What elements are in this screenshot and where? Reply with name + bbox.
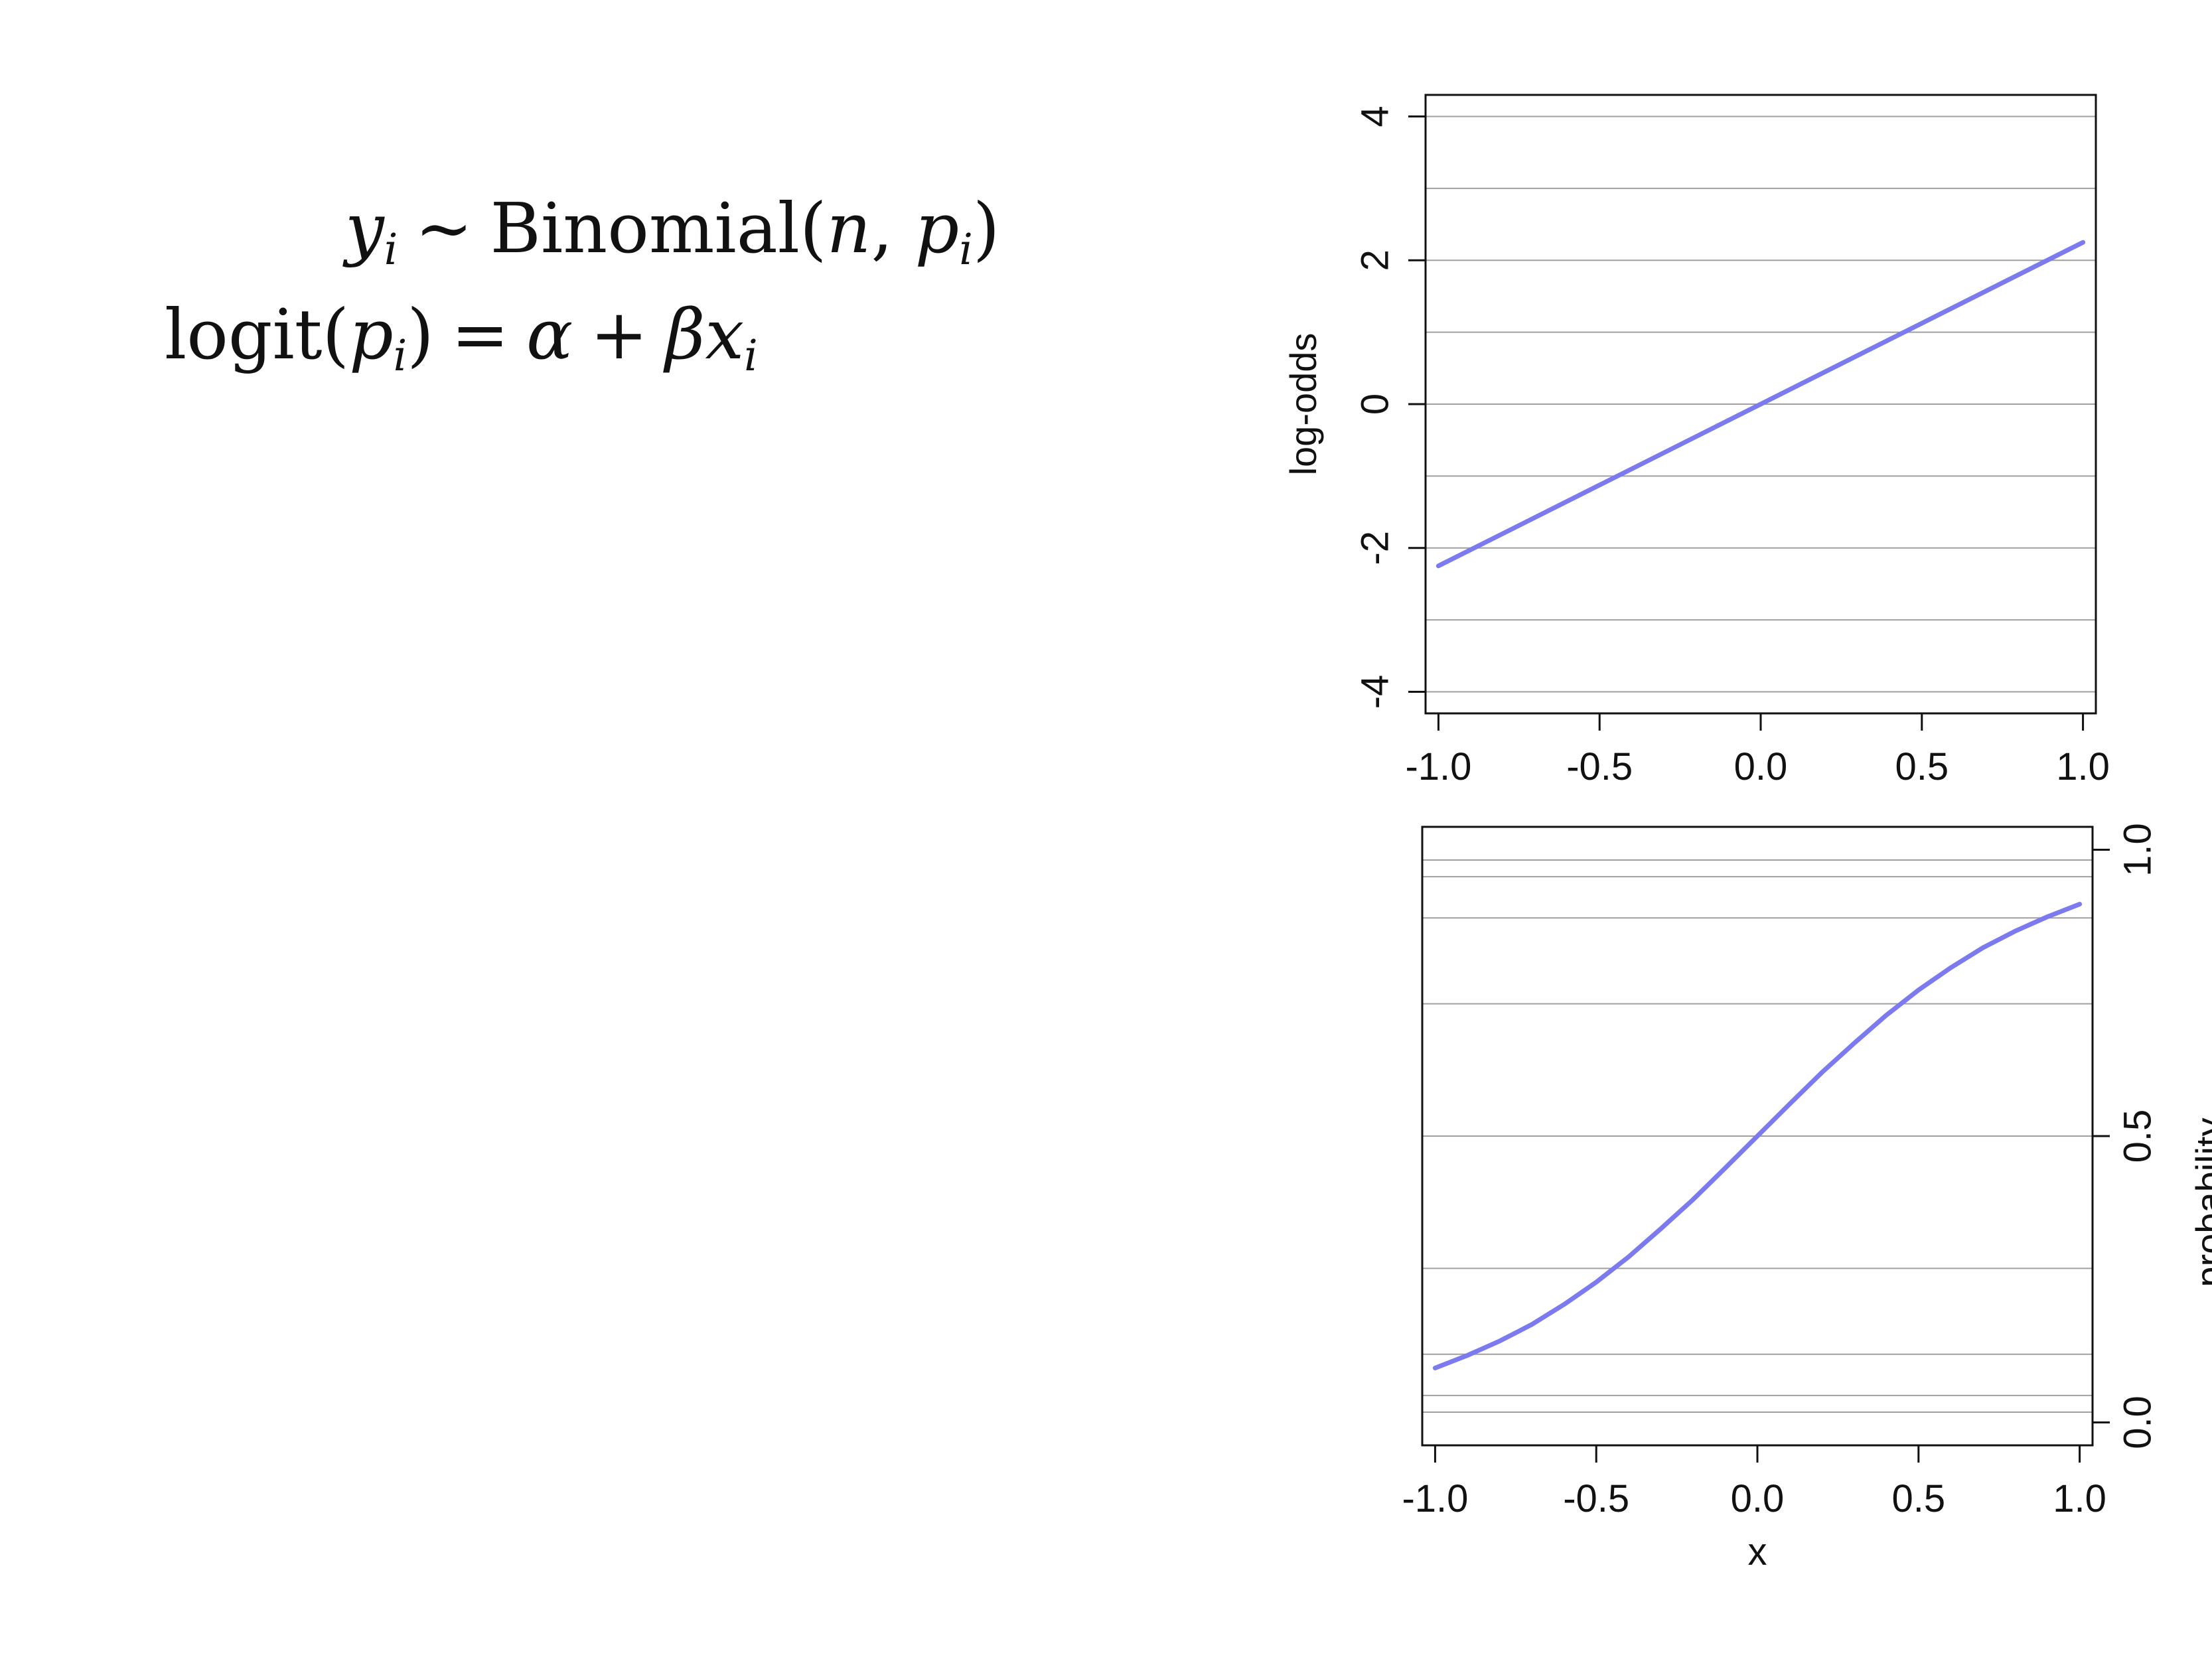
y-tick-label: 4 <box>1353 106 1396 127</box>
eq-logit: logit( <box>165 294 350 375</box>
eq-p-sub: i <box>959 225 973 275</box>
eq-beta: β <box>665 294 705 375</box>
eq-equals: = <box>451 294 509 375</box>
eq-binomial: Binomial( <box>490 188 827 269</box>
eq-p2-sub: i <box>393 331 407 382</box>
y-tick-label: -4 <box>1353 675 1396 709</box>
equation-likelihood: yi ~ Binomial(n, pi) <box>345 194 999 272</box>
x-tick-label: 0.0 <box>1731 1477 1785 1520</box>
eq-close-paren: ) <box>972 188 1000 269</box>
x-axis-title: x <box>1748 1530 1767 1573</box>
model-equations: yi ~ Binomial(n, pi) logit(pi) = α + βxi <box>0 0 1128 465</box>
x-tick-label: 1.0 <box>2056 745 2110 788</box>
equation-link: logit(pi) = α + βxi <box>165 300 758 378</box>
y-tick-label: 1.0 <box>2116 823 2159 877</box>
eq-plus: + <box>590 294 648 375</box>
y-axis-title: log-odds <box>1282 333 1324 476</box>
eq-alpha: α <box>526 294 573 375</box>
eq-tilde: ~ <box>415 188 473 269</box>
x-tick-label: -1.0 <box>1405 745 1471 788</box>
eq-p: p <box>915 188 960 269</box>
y-tick-label: 0.0 <box>2116 1396 2159 1449</box>
y-tick-label: -2 <box>1353 531 1396 565</box>
eq-p2: p <box>349 294 394 375</box>
eq-x-sub: i <box>744 331 758 382</box>
x-tick-label: 0.0 <box>1734 745 1788 788</box>
eq-y-sub: i <box>384 225 398 275</box>
x-tick-label: 0.5 <box>1895 745 1949 788</box>
x-tick-label: 1.0 <box>2053 1477 2106 1520</box>
y-axis-title: probability <box>2188 1118 2212 1287</box>
eq-comma: , <box>871 188 915 269</box>
log-odds-line <box>1436 240 2086 569</box>
x-tick-label: -0.5 <box>1566 745 1633 788</box>
y-tick-label: 2 <box>1353 250 1396 271</box>
eq-close-paren-2: ) <box>407 294 434 375</box>
y-tick-label: 0 <box>1353 394 1396 415</box>
probability-curve <box>1432 902 2083 1370</box>
eq-n: n <box>826 188 871 269</box>
x-tick-label: -1.0 <box>1402 1477 1468 1520</box>
eq-y: y <box>345 188 384 269</box>
eq-x: x <box>705 294 745 375</box>
x-tick-label: 0.5 <box>1891 1477 1945 1520</box>
y-tick-label: 0.5 <box>2116 1110 2159 1163</box>
x-tick-label: -0.5 <box>1563 1477 1629 1520</box>
log-odds-chart: -1.0 -0.5 0.0 0.5 1.0 -4 -2 0 2 4 log-odds <box>1282 94 2110 788</box>
